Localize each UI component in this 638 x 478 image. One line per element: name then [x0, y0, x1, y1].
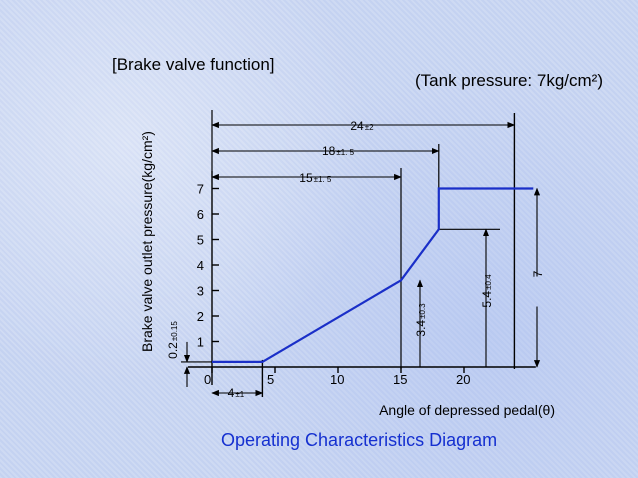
dim-label-4: 4±1 — [228, 386, 245, 400]
dim-label-18-value: 18 — [322, 144, 336, 158]
dim-label-0-2-value: 0.2 — [166, 342, 180, 359]
y-tick-label: 3 — [197, 284, 204, 299]
series-layer — [212, 187, 534, 363]
dim-label-3-4-value: 3.4 — [414, 320, 428, 337]
x-tick-label: 20 — [456, 372, 470, 387]
dim-label-5-4-value: 5.4 — [480, 291, 494, 308]
dim-label-15-value: 15 — [299, 171, 313, 185]
chart-text: 1 2 3 4 5 6 7 0 5 10 15 20 Brake valve outlet pressu… — [139, 131, 555, 418]
dim-label-4-value: 4 — [228, 386, 235, 400]
axes — [188, 170, 536, 385]
y-tick-label: 1 — [197, 335, 204, 350]
dim-label-3-4: 3.4±0.3 — [414, 303, 428, 337]
y-tick-label: 2 — [197, 309, 204, 324]
dim-label-4-tolerance: ±1 — [235, 390, 244, 399]
dim-label-24: 24±2 — [350, 119, 374, 133]
dimension-annotations: 24±218±1. 515±1. 54±10.2±0.15 3.4±0.35.4±… — [166, 110, 545, 400]
dim-label-0-2-tolerance: ±0.15 — [170, 321, 179, 342]
dim-label-18: 18±1. 5 — [322, 144, 355, 158]
y-tick-label: 7 — [197, 182, 204, 197]
x-tick-label: 5 — [267, 372, 274, 387]
dim-label-0-2: 0.2±0.15 — [166, 321, 180, 359]
tank-pressure-note: (Tank pressure: 7kg/cm²) — [415, 71, 603, 90]
slide-heading: [Brake valve function] — [112, 55, 275, 74]
dim-label-15-tolerance: ±1. 5 — [314, 175, 332, 184]
y-tick-label: 5 — [197, 233, 204, 248]
dim-label-7: 7 — [531, 270, 545, 277]
x-tick-label: 15 — [393, 372, 407, 387]
x-axis-title: Angle of depressed pedal(θ) — [379, 402, 555, 418]
x-tick-label: 10 — [330, 372, 344, 387]
dim-label-18-tolerance: ±1. 5 — [336, 148, 354, 157]
characteristic-line — [212, 187, 534, 363]
diagram-caption: Operating Characteristics Diagram — [221, 430, 498, 450]
dim-label-5-4: 5.4±0.4 — [480, 274, 494, 308]
y-tick-label: 4 — [197, 258, 204, 273]
y-tick-label: 6 — [197, 207, 204, 222]
dim-label-5-4-tolerance: ±0.4 — [484, 274, 493, 290]
dim-label-24-tolerance: ±2 — [365, 123, 374, 132]
dim-label-15: 15±1. 5 — [299, 171, 332, 185]
dim-label-24-value: 24 — [350, 119, 364, 133]
x-tick-label: 0 — [204, 372, 211, 387]
dim-label-3-4-tolerance: ±0.3 — [418, 303, 427, 319]
dim-label-7-value: 7 — [531, 270, 545, 277]
y-axis-title: Brake valve outlet pressure(kg/cm²) — [139, 131, 155, 352]
